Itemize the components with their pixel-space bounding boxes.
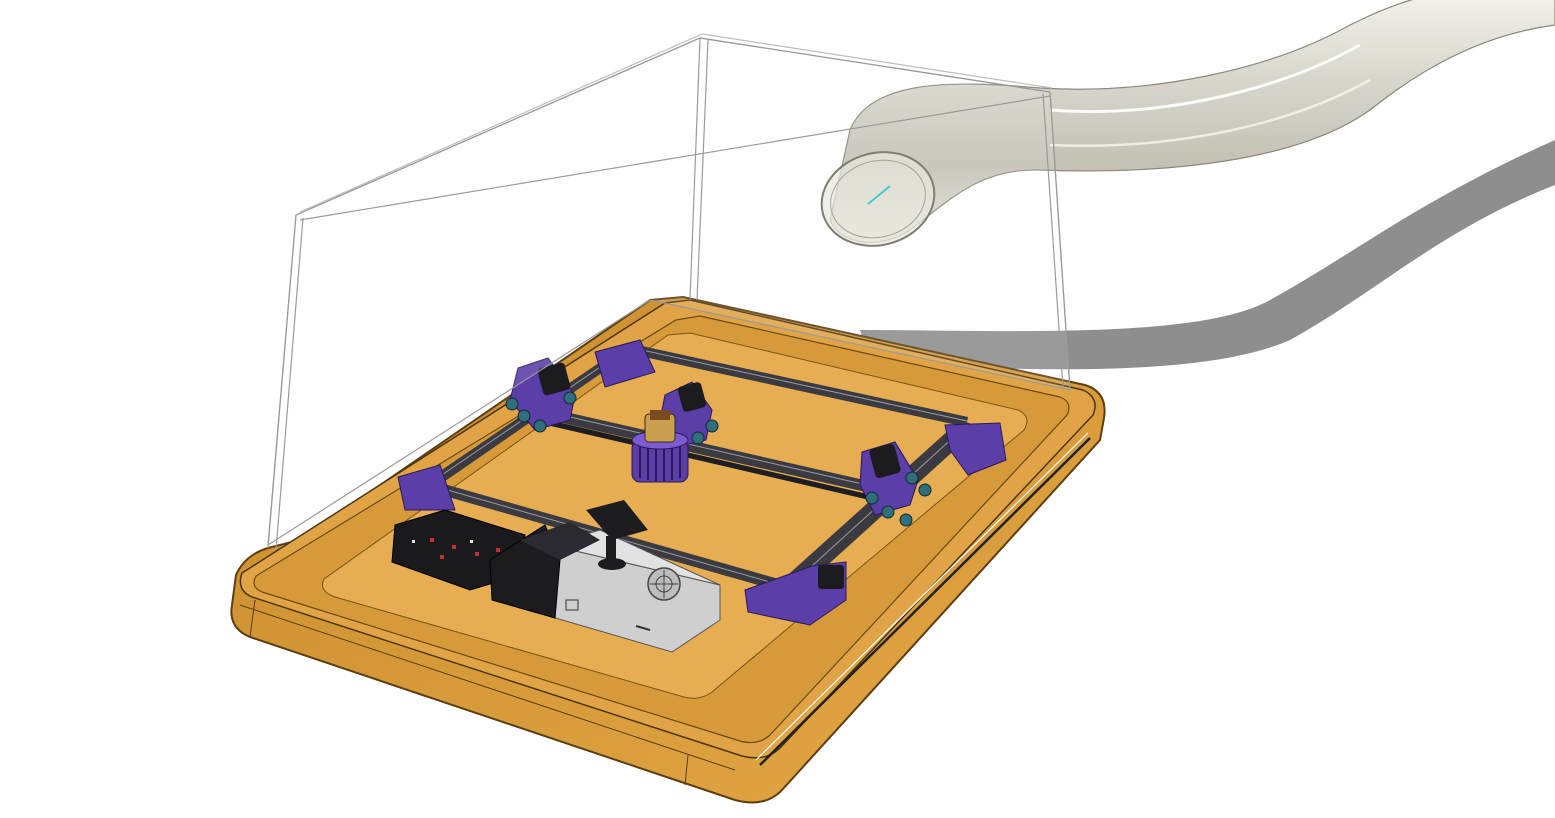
motor-laser xyxy=(677,382,707,412)
motor-front-right xyxy=(818,565,844,589)
air-assist-mount xyxy=(586,500,648,570)
v-wheels xyxy=(505,391,932,527)
enclosure-hood[interactable] xyxy=(267,33,1071,551)
corner-bracket-back-left xyxy=(594,339,656,388)
motor-left xyxy=(537,362,571,396)
hose-shadow xyxy=(860,140,1555,370)
power-supply[interactable] xyxy=(548,529,721,653)
exhaust-hose[interactable] xyxy=(811,0,1555,258)
psu-shroud xyxy=(489,522,600,619)
hose-opening xyxy=(820,151,936,247)
corner-bracket-back-right xyxy=(944,422,1007,476)
motor-right xyxy=(869,444,901,478)
corner-bracket-front-left xyxy=(397,464,456,511)
laser-head[interactable] xyxy=(631,410,689,483)
stepper-motors xyxy=(537,362,901,589)
